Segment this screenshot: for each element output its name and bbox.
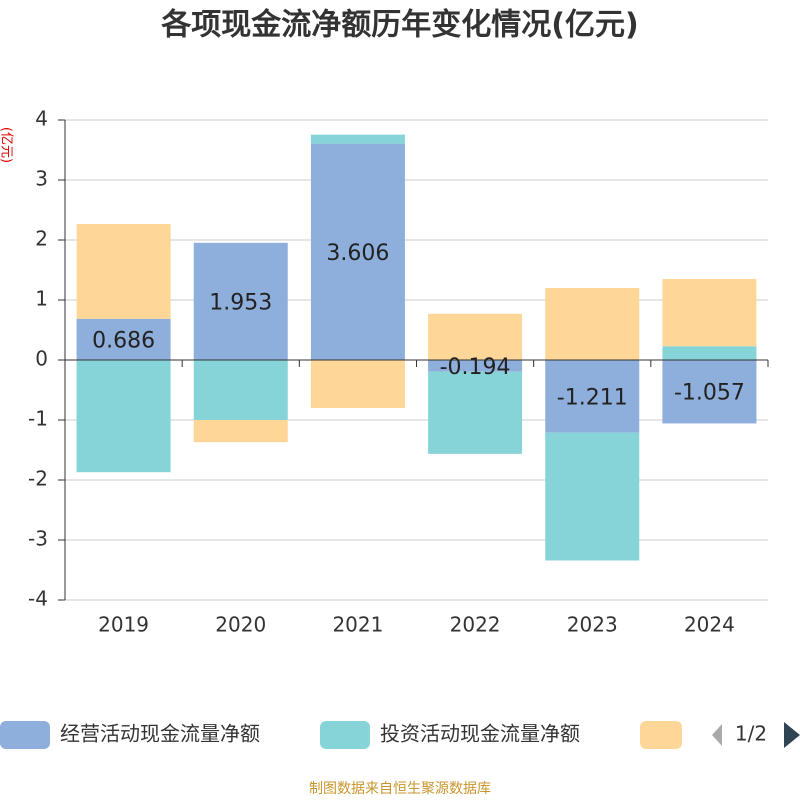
data-label: 0.686 — [92, 328, 155, 353]
y-tick-label: 4 — [35, 107, 48, 131]
data-label: -1.211 — [557, 385, 628, 410]
legend-next[interactable] — [784, 722, 800, 748]
bar — [193, 420, 288, 443]
legend-label: 投资活动现金流量净额 — [380, 722, 580, 746]
data-label: -1.057 — [674, 381, 745, 406]
bar — [76, 318, 171, 360]
x-tick-label: 2021 — [332, 613, 383, 637]
bar — [310, 360, 405, 408]
y-tick-label: -2 — [28, 467, 48, 491]
y-tick-label: 3 — [35, 167, 48, 191]
legend-swatch[interactable] — [0, 721, 50, 749]
y-tick-label: 2 — [35, 227, 48, 251]
bar — [193, 360, 288, 420]
x-tick-label: 2022 — [450, 613, 501, 637]
bar — [428, 360, 523, 372]
legend-page: 1/2 — [735, 722, 767, 746]
y-tick-label: -4 — [28, 587, 48, 611]
data-label: -0.194 — [440, 355, 511, 380]
x-tick-label: 2024 — [684, 613, 735, 637]
bar — [545, 360, 640, 433]
y-axis-label: (亿元) — [0, 127, 14, 163]
legend-label: 经营活动现金流量净额 — [60, 722, 260, 746]
data-label: 1.953 — [209, 290, 272, 315]
bar — [76, 224, 171, 319]
legend-swatch[interactable] — [640, 721, 682, 749]
bar — [545, 288, 640, 360]
bar — [662, 346, 757, 360]
source-note: 制图数据来自恒生聚源数据库 — [309, 781, 491, 797]
bar — [76, 360, 171, 473]
y-tick-label: 1 — [35, 287, 48, 311]
chart-title: 各项现金流净额历年变化情况(亿元) — [160, 8, 638, 43]
legend-swatch[interactable] — [320, 721, 370, 749]
bar — [545, 432, 640, 561]
bar — [662, 279, 757, 347]
bar — [662, 360, 757, 424]
y-tick-label: -1 — [28, 407, 48, 431]
x-tick-label: 2023 — [567, 613, 618, 637]
x-tick-label: 2020 — [215, 613, 266, 637]
bar — [310, 134, 405, 144]
legend-prev[interactable] — [712, 724, 722, 746]
data-label: 3.606 — [326, 241, 389, 266]
bar — [428, 371, 523, 454]
y-tick-label: -3 — [28, 527, 48, 551]
y-tick-label: 0 — [35, 347, 48, 371]
bar — [428, 313, 523, 360]
x-tick-label: 2019 — [98, 613, 149, 637]
bar — [193, 242, 288, 360]
bar — [310, 143, 405, 360]
